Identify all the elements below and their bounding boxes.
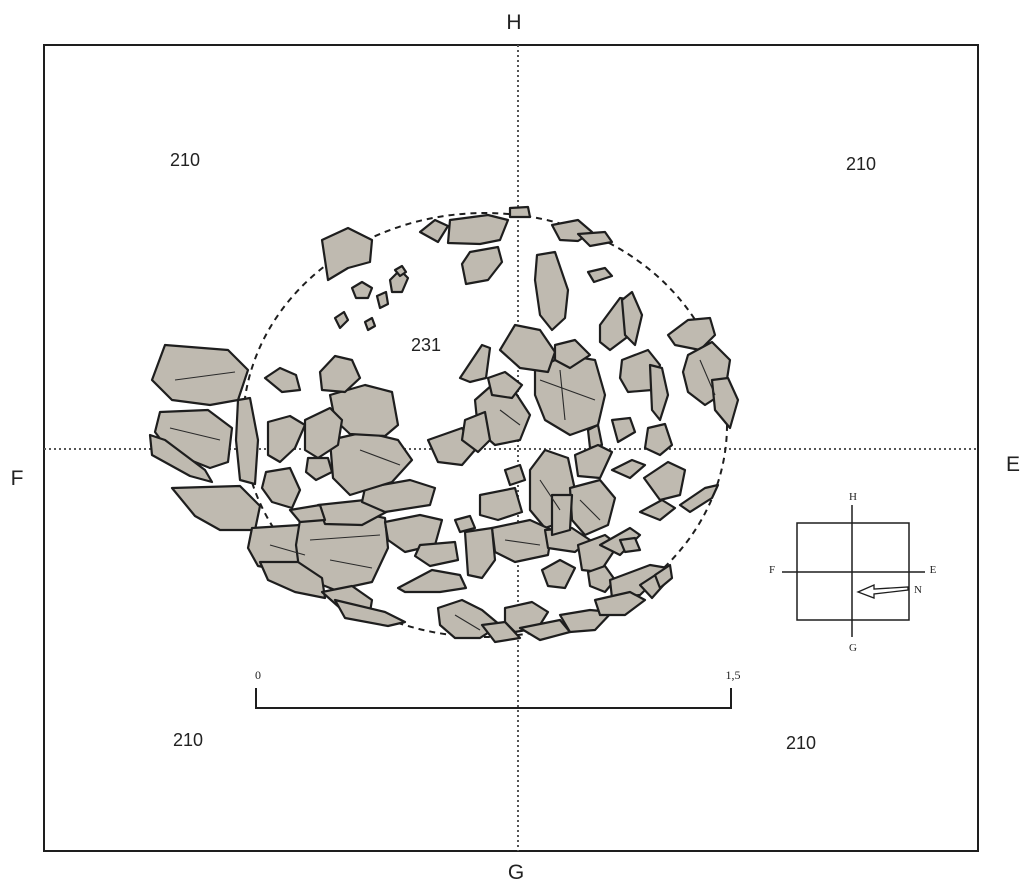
stone	[610, 458, 647, 480]
stone	[260, 466, 302, 510]
stone	[446, 213, 510, 246]
stone	[642, 460, 687, 502]
stone	[486, 370, 524, 400]
stone-cluster	[148, 205, 740, 644]
stone	[418, 218, 450, 244]
stone	[234, 396, 260, 486]
stone	[396, 568, 468, 594]
stone	[568, 478, 617, 537]
stone	[573, 443, 614, 480]
key-north-label: N	[914, 584, 922, 596]
scale-start-label: 0	[255, 668, 261, 682]
stone	[150, 343, 250, 407]
stone	[463, 526, 497, 580]
stone	[586, 266, 614, 284]
stone	[553, 338, 592, 370]
context-label-top-left: 210	[170, 150, 200, 170]
context-label-top-right: 210	[846, 154, 876, 174]
stone	[710, 376, 740, 430]
north-arrow-icon	[856, 584, 909, 599]
stone	[576, 230, 614, 248]
west-axis-label: F	[11, 467, 24, 490]
stone	[498, 323, 557, 374]
stone	[170, 484, 262, 532]
stone	[318, 354, 362, 394]
stone	[508, 205, 532, 219]
stone	[653, 563, 674, 590]
stone	[586, 423, 604, 450]
east-axis-label: E	[1006, 453, 1020, 476]
stone	[478, 486, 524, 522]
stone	[558, 608, 614, 634]
stone	[304, 456, 334, 482]
scale-bar: 0 1,5	[255, 668, 741, 709]
stone-cracks	[169, 359, 716, 631]
stone	[610, 416, 637, 444]
stone	[593, 590, 647, 617]
feature-label: 231	[411, 335, 441, 355]
stone	[320, 226, 374, 282]
context-label-bottom-right: 210	[786, 733, 816, 753]
key-top-label: H	[849, 491, 857, 503]
stone	[540, 558, 577, 590]
stone	[363, 316, 377, 332]
stone	[643, 422, 674, 457]
stone	[460, 245, 504, 286]
stone	[458, 343, 492, 384]
stone	[393, 264, 408, 278]
stone	[266, 414, 307, 464]
stone	[263, 366, 302, 394]
stone	[288, 503, 327, 524]
stone	[413, 540, 460, 568]
stone	[666, 316, 717, 352]
stone	[550, 493, 574, 537]
stone	[638, 498, 677, 522]
stone	[648, 363, 670, 422]
key-right-label: E	[930, 564, 937, 576]
key-bottom-label: G	[849, 642, 857, 654]
stone	[460, 410, 492, 454]
stone	[303, 406, 344, 460]
south-axis-label: G	[508, 861, 524, 884]
north-axis-label: H	[506, 11, 521, 34]
stone	[678, 483, 720, 514]
stone	[490, 518, 554, 564]
orientation-key: H G F E N	[769, 491, 937, 654]
stone	[360, 478, 437, 514]
stone	[375, 290, 390, 310]
stone	[620, 290, 644, 347]
stone	[480, 620, 522, 644]
stone	[350, 280, 374, 300]
stone	[333, 598, 407, 628]
stone	[503, 463, 527, 487]
stone	[618, 536, 642, 554]
context-label-bottom-left: 210	[173, 730, 203, 750]
stone	[258, 560, 327, 600]
stone	[533, 250, 570, 332]
key-left-label: F	[769, 564, 775, 576]
stone	[453, 514, 477, 534]
scale-end-label: 1,5	[726, 668, 741, 682]
stone	[333, 310, 350, 330]
stone	[148, 433, 214, 484]
